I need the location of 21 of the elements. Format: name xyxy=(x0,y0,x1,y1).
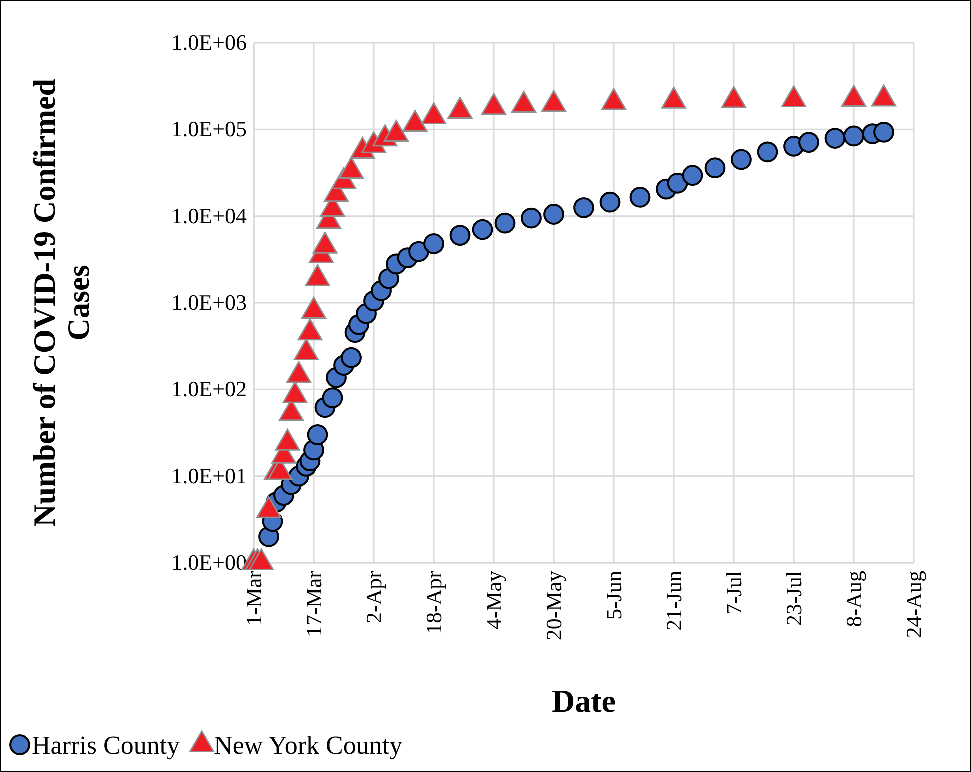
x-tick-label: 7-Jul xyxy=(722,571,747,615)
x-tick-label: 5-Jun xyxy=(602,571,627,620)
x-tick-label: 4-May xyxy=(482,571,507,630)
y-axis-title: Number of COVID-19 Confirmed Cases xyxy=(27,78,96,528)
y-tick-label: 1.0E+02 xyxy=(172,376,247,402)
legend-label: New York County xyxy=(214,731,403,760)
y-tick-label: 1.0E+01 xyxy=(172,463,247,488)
x-tick-label: 18-Apr xyxy=(422,570,447,635)
x-tick-label: 24-Aug xyxy=(902,571,927,638)
legend-label: Harris County xyxy=(32,731,180,760)
y-tick-label: 1.0E+04 xyxy=(172,203,247,228)
y-tick-label: 1.0E+06 xyxy=(172,30,247,56)
x-tick-label: 21-Jun xyxy=(662,571,687,631)
x-tick-label: 2-Apr xyxy=(362,570,387,624)
x-tick-label: 8-Aug xyxy=(842,571,867,628)
x-tick-label: 17-Mar xyxy=(302,570,327,637)
y-tick-label: 1.0E+03 xyxy=(172,290,247,316)
x-tick-label: 23-Jul xyxy=(782,571,807,626)
x-tick-label: 20-May xyxy=(542,571,567,641)
x-axis-title: Date xyxy=(552,683,616,719)
y-tick-label: 1.0E+05 xyxy=(172,116,247,142)
